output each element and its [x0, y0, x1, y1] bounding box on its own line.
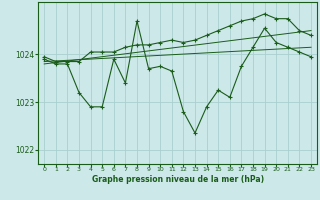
X-axis label: Graphe pression niveau de la mer (hPa): Graphe pression niveau de la mer (hPa) — [92, 175, 264, 184]
